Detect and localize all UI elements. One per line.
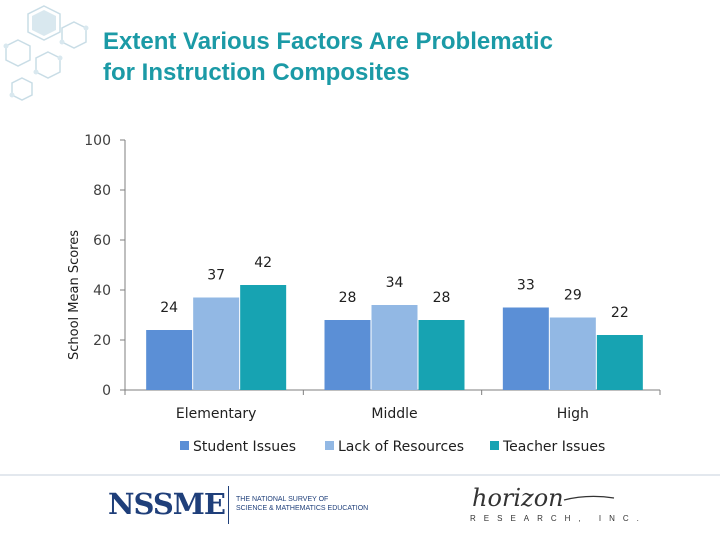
chart-title-line-1: Extent Various Factors Are Problematic <box>103 28 553 55</box>
legend-label: Lack of Resources <box>338 439 464 455</box>
legend-label: Student Issues <box>193 439 296 455</box>
footer-divider <box>0 474 720 476</box>
bar <box>324 320 371 390</box>
y-tick-label: 100 <box>84 133 111 149</box>
horizon-logo-text: horizon <box>472 484 564 512</box>
horizon-research-subtitle: RESEARCH, INC. <box>470 514 647 523</box>
data-label: 42 <box>254 255 272 271</box>
horizon-research-logo: horizon <box>472 484 615 512</box>
data-label: 28 <box>339 290 357 306</box>
legend-label: Teacher Issues <box>502 439 605 455</box>
y-tick-label: 80 <box>93 183 111 199</box>
data-label: 34 <box>386 275 404 291</box>
nssme-subtitle-line-1: THE NATIONAL SURVEY OF <box>236 496 329 503</box>
bar <box>193 297 240 390</box>
chart-title-line-2: for Instruction Composites <box>103 59 410 86</box>
hexagon-decoration <box>3 5 89 101</box>
nssme-logo-separator <box>228 486 229 524</box>
bar <box>146 330 193 390</box>
data-label: 33 <box>517 278 535 294</box>
x-tick-label: High <box>557 406 589 422</box>
bar <box>240 285 287 390</box>
y-tick-label: 60 <box>93 233 111 249</box>
data-label: 37 <box>207 268 225 284</box>
nssme-subtitle-line-2: SCIENCE & MATHEMATICS EDUCATION <box>236 505 369 512</box>
nssme-subtitle: THE NATIONAL SURVEY OF SCIENCE & MATHEMA… <box>236 495 406 513</box>
y-tick-label: 40 <box>93 283 111 299</box>
legend-swatch <box>325 441 334 450</box>
bar <box>596 335 643 390</box>
y-tick-label: 0 <box>102 383 111 399</box>
legend-swatch <box>180 441 189 450</box>
x-tick-label: Middle <box>371 406 417 422</box>
bar <box>502 307 549 390</box>
bar-chart: 0 20 40 60 80 100 School Mean Scores 24 37 42 Elem… <box>67 133 661 455</box>
y-axis-label: School Mean Scores <box>67 230 82 360</box>
data-label: 29 <box>564 288 582 304</box>
chart-title: Extent Various Factors Are Problematic f… <box>103 26 703 88</box>
bar <box>418 320 465 390</box>
nssme-logo: NSSME <box>108 487 226 521</box>
legend-swatch <box>490 441 499 450</box>
data-label: 28 <box>433 290 451 306</box>
x-tick-label: Elementary <box>176 406 257 422</box>
data-label: 22 <box>611 305 629 321</box>
data-label: 24 <box>160 300 178 316</box>
bar <box>549 317 596 390</box>
bar <box>371 305 418 390</box>
y-tick-label: 20 <box>93 333 111 349</box>
